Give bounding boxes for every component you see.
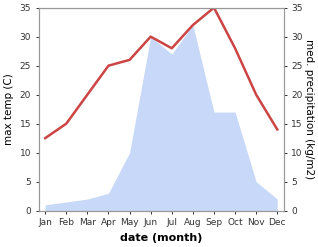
Y-axis label: med. precipitation (kg/m2): med. precipitation (kg/m2) [304,39,314,179]
Y-axis label: max temp (C): max temp (C) [4,73,14,145]
X-axis label: date (month): date (month) [120,233,203,243]
